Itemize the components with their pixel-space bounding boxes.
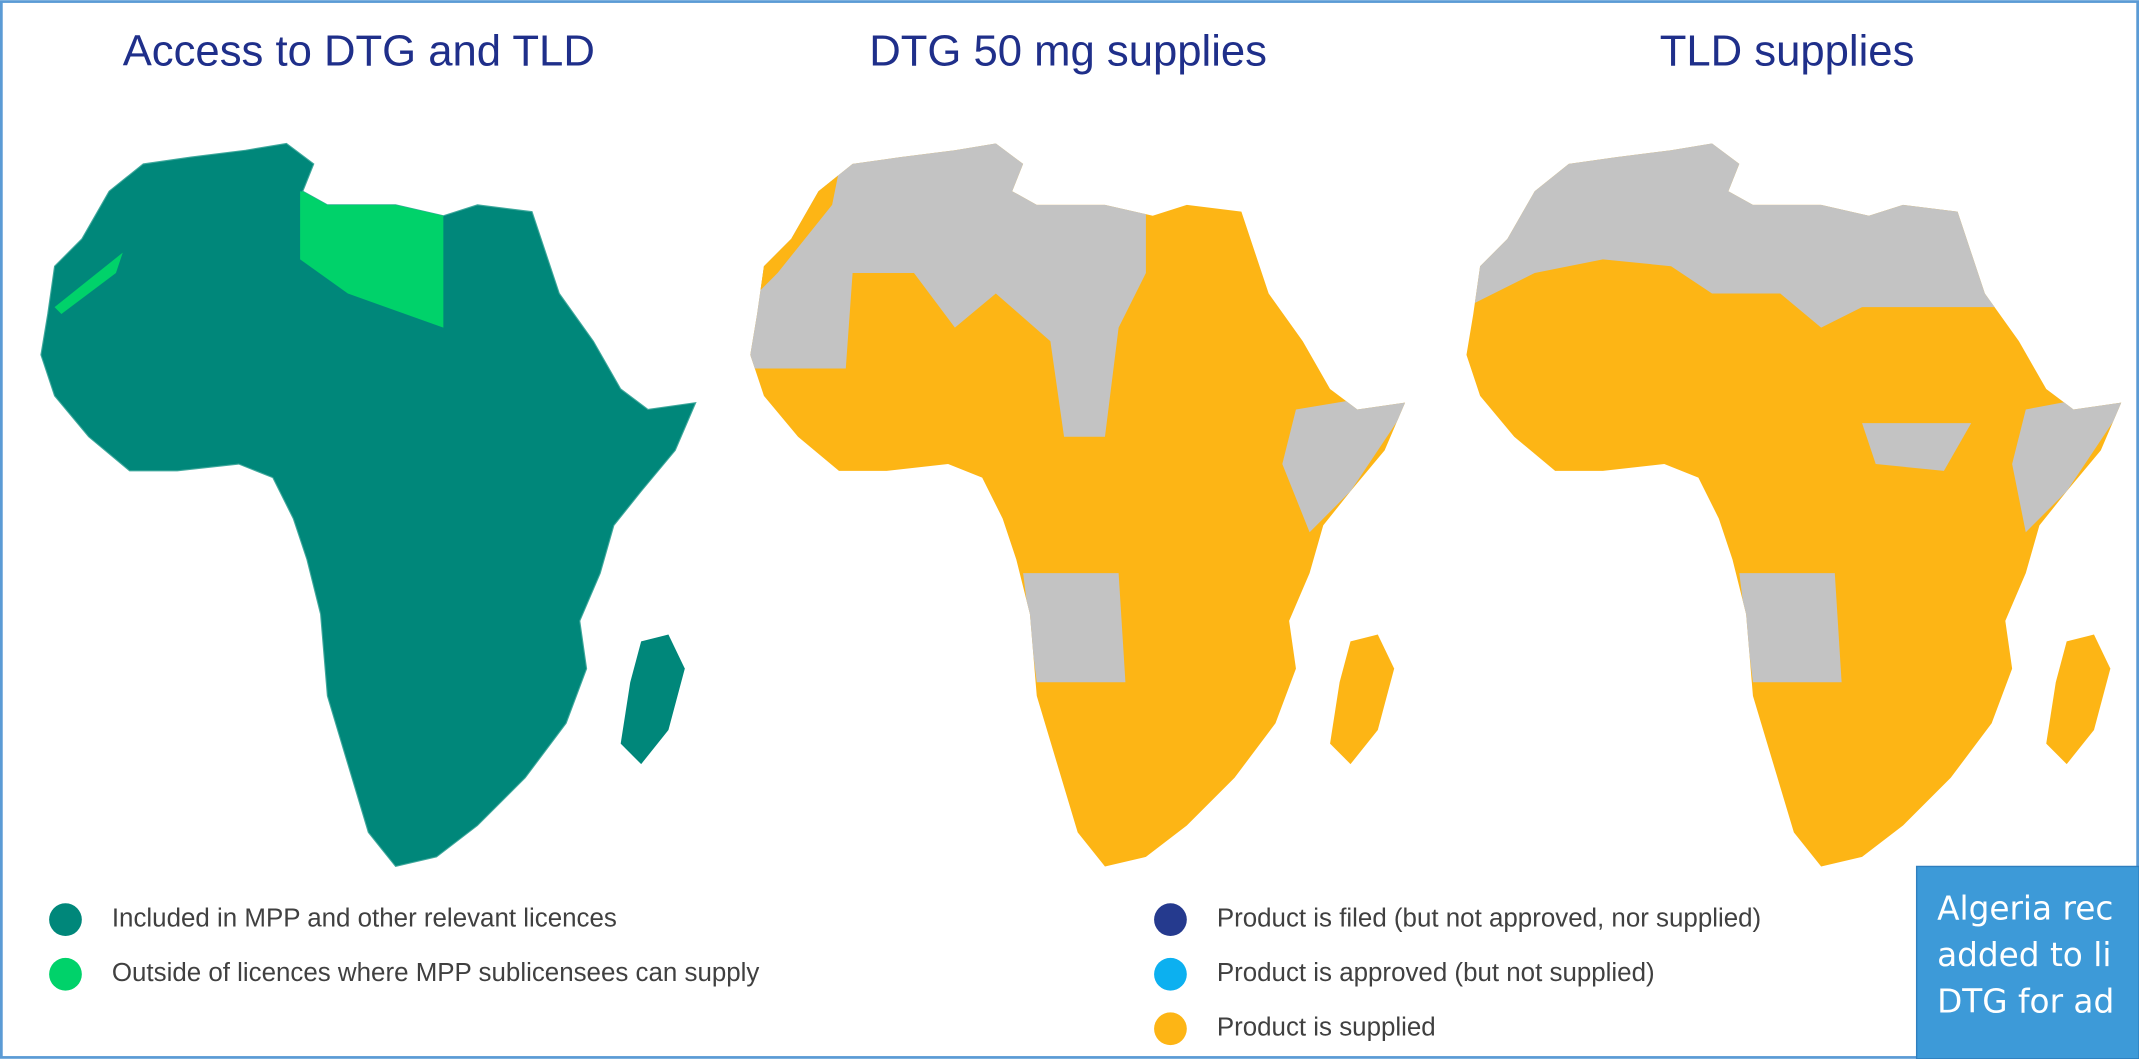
panel-title: Access to DTG and TLD	[123, 27, 595, 76]
legend-label: Included in MPP and other relevant licen…	[112, 904, 617, 932]
map-access	[40, 142, 697, 868]
map-dtg	[750, 143, 1406, 867]
legend-swatch	[49, 903, 82, 937]
callout-text: added to li	[1937, 936, 2111, 974]
legend-swatch	[1154, 903, 1187, 937]
callout: Algeria rec added to li DTG for ad	[1915, 865, 2139, 1059]
panel-title: DTG 50 mg supplies	[869, 27, 1267, 76]
legend-swatch	[49, 957, 82, 991]
legend-swatch	[1154, 1012, 1187, 1046]
legend-label: Outside of licences where MPP sublicense…	[112, 959, 760, 987]
legend-label: Product is approved (but not supplied)	[1217, 959, 1655, 987]
map-tld	[1466, 143, 2122, 867]
legend-label: Product is filed (but not approved, nor …	[1217, 904, 1761, 932]
legend-label: Product is supplied	[1217, 1014, 1436, 1042]
callout-text: Algeria rec	[1937, 890, 2113, 928]
callout-text: DTG for ad	[1937, 982, 2114, 1020]
panel-title: TLD supplies	[1660, 27, 1915, 76]
legend-swatch	[1154, 957, 1187, 991]
legend: Included in MPP and other relevant licen…	[49, 903, 1761, 1046]
